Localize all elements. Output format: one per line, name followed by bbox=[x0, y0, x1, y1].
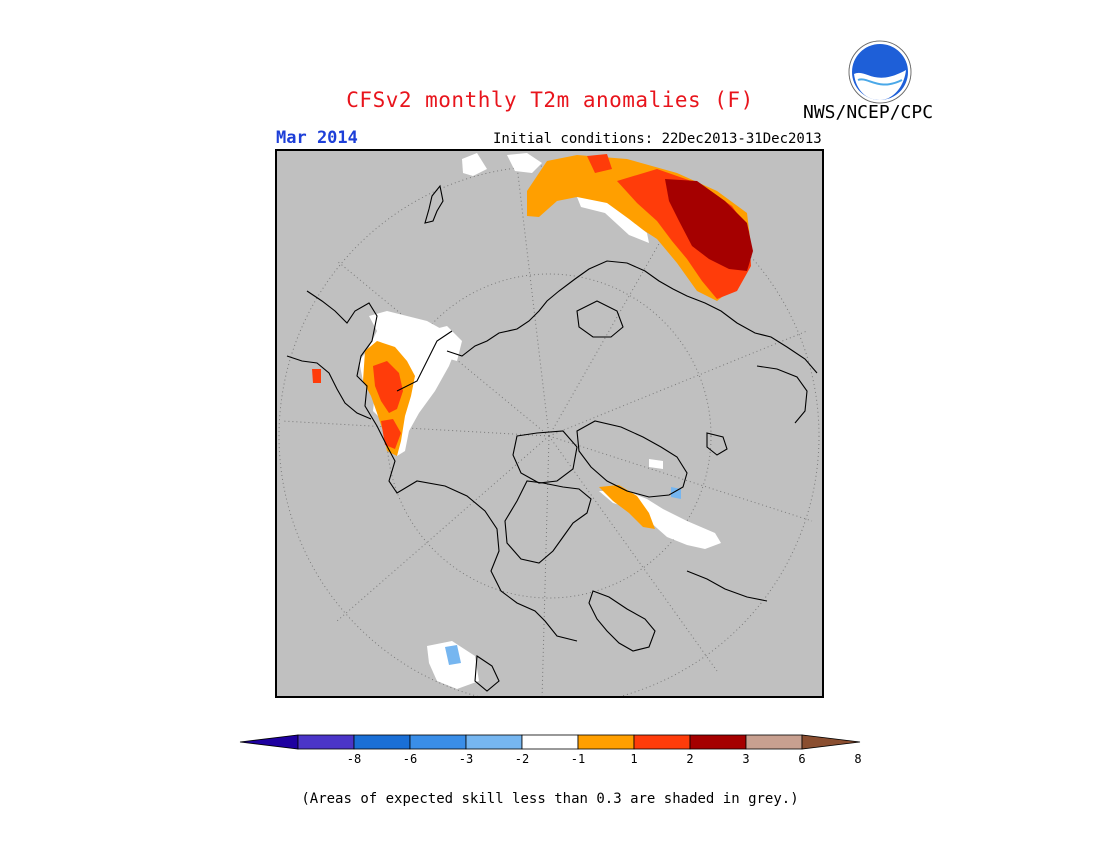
greenland-anomaly bbox=[599, 459, 721, 549]
colorbar-arrow-high bbox=[801, 734, 861, 750]
colorbar-tick-label: 3 bbox=[742, 752, 749, 766]
colorbar-tick-label: -3 bbox=[459, 752, 473, 766]
colorbar-tick-label: -2 bbox=[515, 752, 529, 766]
colorbar-tick-label: 8 bbox=[854, 752, 861, 766]
colorbar-tick-label: 6 bbox=[798, 752, 805, 766]
map-panel bbox=[275, 149, 824, 698]
colorbar-cell bbox=[465, 734, 523, 750]
colorbar-legend: -8 -6 -3 -2 -1 1 2 3 6 8 bbox=[239, 734, 862, 766]
colorbar-cell bbox=[577, 734, 635, 750]
colorbar-cell bbox=[745, 734, 803, 750]
noaa-logo bbox=[848, 40, 912, 104]
east-asia-anomaly bbox=[427, 641, 479, 689]
colorbar-arrow-low bbox=[239, 734, 299, 750]
polar-map bbox=[278, 153, 820, 696]
colorbar-tick-label: -1 bbox=[571, 752, 585, 766]
colorbar-tick-label: -6 bbox=[403, 752, 417, 766]
colorbar-cell bbox=[353, 734, 411, 750]
initial-conditions-label: Initial conditions: 22Dec2013-31Dec2013 bbox=[493, 131, 822, 147]
colorbar-cell bbox=[521, 734, 579, 750]
north-america-anomaly bbox=[312, 311, 462, 456]
colorbar-cell bbox=[297, 734, 355, 750]
chart-title: CFSv2 monthly T2m anomalies (F) bbox=[346, 88, 754, 112]
colorbar-tick-label: -8 bbox=[347, 752, 361, 766]
eurasia-anomaly bbox=[462, 153, 753, 301]
coastlines bbox=[286, 184, 818, 692]
colorbar-tick-label: 2 bbox=[686, 752, 693, 766]
colorbar-tick-label: 1 bbox=[630, 752, 637, 766]
forecast-month: Mar 2014 bbox=[276, 128, 358, 148]
colorbar-cell bbox=[633, 734, 691, 750]
skill-footnote: (Areas of expected skill less than 0.3 a… bbox=[301, 791, 799, 807]
agency-label: NWS/NCEP/CPC bbox=[803, 102, 934, 123]
colorbar-cell bbox=[689, 734, 747, 750]
colorbar-cell bbox=[409, 734, 467, 750]
